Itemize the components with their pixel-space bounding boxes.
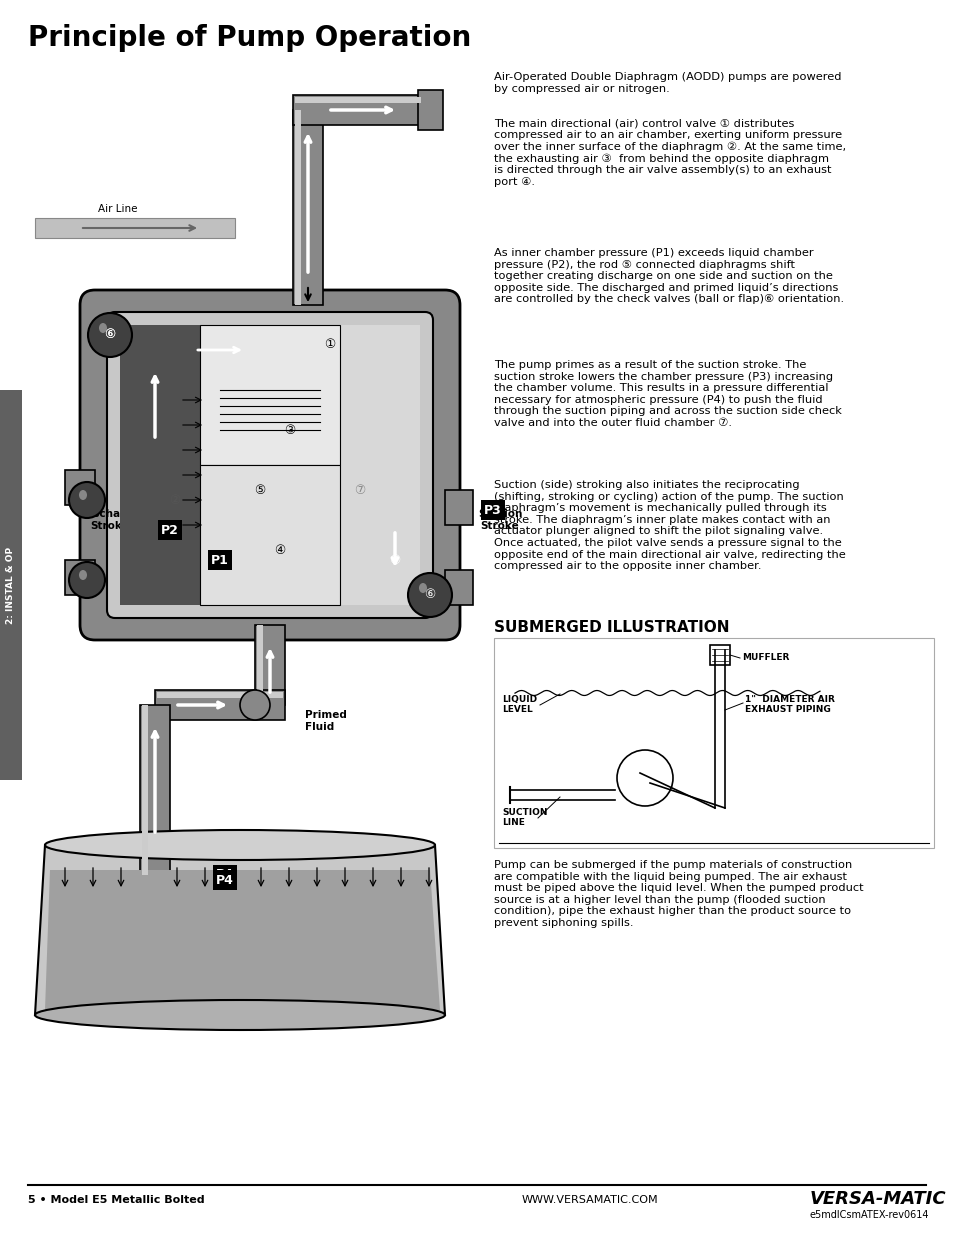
Ellipse shape <box>79 490 87 500</box>
Text: 1"  DIAMETER AIR
EXHAUST PIPING: 1" DIAMETER AIR EXHAUST PIPING <box>744 695 834 714</box>
Text: MUFFLER: MUFFLER <box>741 653 788 662</box>
Ellipse shape <box>418 583 427 593</box>
Text: VERSA-MATIC: VERSA-MATIC <box>809 1191 945 1208</box>
Text: Principle of Pump Operation: Principle of Pump Operation <box>28 23 471 52</box>
Text: The pump primes as a result of the suction stroke. The
suction stroke lowers the: The pump primes as a result of the sucti… <box>494 359 841 429</box>
Circle shape <box>88 312 132 357</box>
Bar <box>293 110 323 305</box>
Bar <box>140 705 170 876</box>
Text: ②: ② <box>170 494 180 506</box>
Text: P3: P3 <box>483 504 501 516</box>
Text: The main directional (air) control valve ① distributes
compressed air to an air : The main directional (air) control valve… <box>494 119 845 186</box>
Text: ①: ① <box>324 338 335 352</box>
Text: 5 • Model E5 Metallic Bolted: 5 • Model E5 Metallic Bolted <box>28 1195 204 1205</box>
Bar <box>494 638 933 848</box>
Bar <box>293 95 422 125</box>
Text: WWW.VERSAMATIC.COM: WWW.VERSAMATIC.COM <box>521 1195 658 1205</box>
Bar <box>339 325 419 605</box>
Text: ⑥: ⑥ <box>424 589 436 601</box>
Bar <box>256 625 263 705</box>
Bar <box>120 325 200 605</box>
Text: ⑥: ⑥ <box>104 329 115 342</box>
Bar <box>254 625 285 705</box>
Text: Suction (side) stroking also initiates the reciprocating
(shifting, stroking or : Suction (side) stroking also initiates t… <box>494 480 845 572</box>
Text: ④: ④ <box>274 543 285 557</box>
Bar <box>142 705 148 876</box>
Ellipse shape <box>35 1000 444 1030</box>
Text: Primed
Fluid: Primed Fluid <box>305 710 347 731</box>
Ellipse shape <box>99 324 107 333</box>
Bar <box>294 110 301 305</box>
Bar <box>709 645 729 664</box>
Bar <box>294 98 420 103</box>
Bar <box>417 90 442 130</box>
Text: ③: ③ <box>284 424 295 436</box>
Text: P2: P2 <box>161 524 179 536</box>
Bar <box>65 559 95 595</box>
Text: SUBMERGED ILLUSTRATION: SUBMERGED ILLUSTRATION <box>494 620 729 635</box>
Text: Suction
Stroke: Suction Stroke <box>477 509 521 531</box>
Circle shape <box>408 573 452 618</box>
Circle shape <box>69 482 105 517</box>
Bar <box>444 571 473 605</box>
Text: SUCTION
LINE: SUCTION LINE <box>501 808 547 827</box>
Text: P1: P1 <box>211 553 229 567</box>
Ellipse shape <box>79 571 87 580</box>
Bar <box>35 219 234 238</box>
Circle shape <box>617 750 672 806</box>
Text: P4: P4 <box>215 873 233 887</box>
Text: Air Line: Air Line <box>98 204 137 214</box>
Text: LIQUID
LEVEL: LIQUID LEVEL <box>501 695 537 714</box>
Bar <box>0 390 22 781</box>
Text: ⑥: ⑥ <box>104 329 115 342</box>
Ellipse shape <box>45 830 435 860</box>
Bar <box>200 466 339 605</box>
Text: Discharge
Stroke: Discharge Stroke <box>80 509 139 531</box>
Polygon shape <box>45 869 439 1010</box>
Text: e5mdlCsmATEX-rev0614: e5mdlCsmATEX-rev0614 <box>809 1210 928 1220</box>
Bar <box>65 471 95 505</box>
Bar <box>200 325 339 466</box>
Text: Pump can be submerged if the pump materials of construction
are compatible with : Pump can be submerged if the pump materi… <box>494 860 862 927</box>
Text: As inner chamber pressure (P1) exceeds liquid chamber
pressure (P2), the rod ⑤ c: As inner chamber pressure (P1) exceeds l… <box>494 248 843 304</box>
Bar <box>444 490 473 525</box>
Text: ⑦: ⑦ <box>354 483 365 496</box>
Text: P4: P4 <box>215 868 233 882</box>
Circle shape <box>240 690 270 720</box>
Circle shape <box>69 562 105 598</box>
Text: 2: INSTAL & OP: 2: INSTAL & OP <box>7 546 15 624</box>
Bar <box>154 690 285 720</box>
Polygon shape <box>35 845 444 1015</box>
FancyBboxPatch shape <box>80 290 459 640</box>
Text: Discharged
Fluid: Discharged Fluid <box>274 317 341 338</box>
Text: ⑥: ⑥ <box>389 553 400 567</box>
Bar <box>157 692 283 698</box>
Text: ⑤: ⑤ <box>254 483 265 496</box>
Text: Air-Operated Double Diaphragm (AODD) pumps are powered
by compressed air or nitr: Air-Operated Double Diaphragm (AODD) pum… <box>494 72 841 94</box>
FancyBboxPatch shape <box>107 312 433 618</box>
